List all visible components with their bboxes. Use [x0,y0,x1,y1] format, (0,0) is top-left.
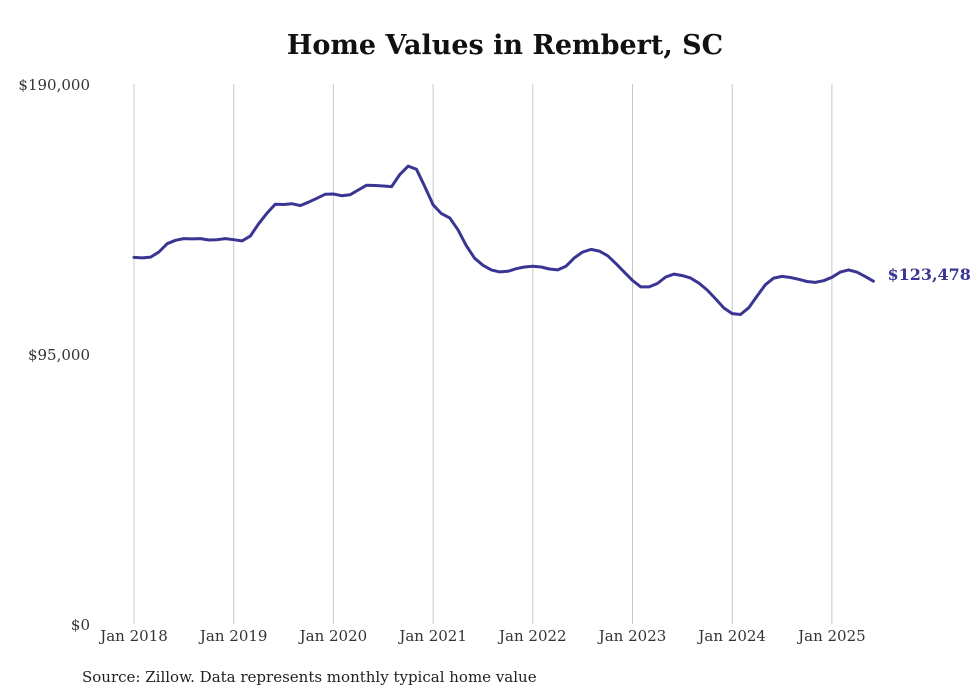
y-axis-ticks: $0 $95,000 $190,000 [18,76,90,634]
series-line [132,164,875,316]
y-tick-label: $95,000 [28,346,90,364]
x-axis-ticks: Jan 2018 Jan 2019 Jan 2020 Jan 2021 Jan 2022… [98,627,865,645]
chart-title: Home Values in Rembert, SC [286,30,724,61]
x-tick-label: Jan 2021 [397,627,467,645]
source-note: Source: Zillow. Data represents monthly … [82,668,537,686]
end-value-label: $123,478 [887,265,971,284]
x-tick-label: Jan 2024 [696,627,766,645]
grid-layer [133,84,833,624]
x-tick-label: Jan 2025 [796,627,866,645]
x-tick-label: Jan 2023 [597,627,667,645]
x-tick-label: Jan 2019 [198,627,268,645]
y-tick-label: $0 [71,616,90,634]
y-tick-label: $190,000 [18,76,90,94]
x-tick-label: Jan 2020 [298,627,368,645]
x-tick-label: Jan 2018 [98,627,168,645]
x-tick-label: Jan 2022 [497,627,567,645]
